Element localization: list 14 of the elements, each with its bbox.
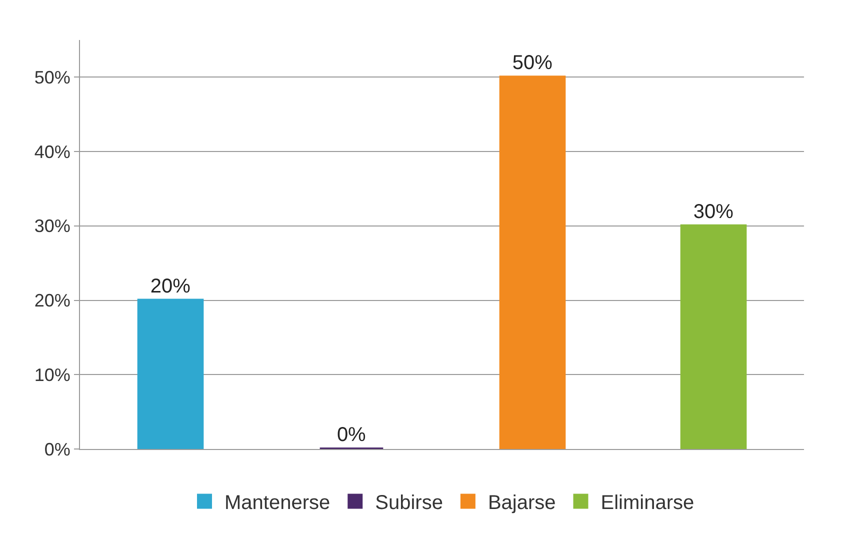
- y-tick-label: 30%: [34, 216, 70, 236]
- y-tick-label: 20%: [34, 290, 70, 311]
- legend-label: Bajarse: [488, 492, 556, 514]
- data-label: 20%: [150, 275, 191, 298]
- legend-label: Eliminarse: [600, 492, 694, 514]
- legend-label: Mantenerse: [224, 492, 330, 514]
- y-tick-label: 0%: [44, 439, 70, 460]
- data-label: 30%: [693, 200, 734, 223]
- data-label: 0%: [336, 424, 366, 446]
- y-tick-label: 40%: [34, 142, 70, 162]
- legend-label: Subirse: [375, 492, 443, 514]
- y-tick-label: 50%: [34, 67, 70, 88]
- data-label: 50%: [512, 52, 553, 74]
- y-tick-label: 10%: [34, 364, 70, 385]
